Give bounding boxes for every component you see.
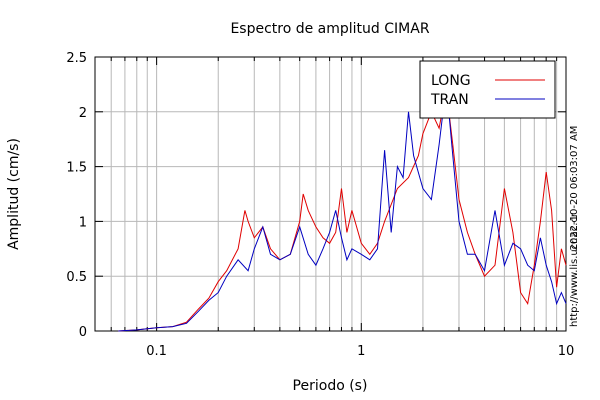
- plot-frame: [94, 56, 567, 332]
- source-url-label: http://www.lis.ucr.ac.cr: [569, 212, 580, 327]
- legend: LONG TRAN: [419, 60, 556, 119]
- y-tick-label: 2.5: [66, 51, 87, 66]
- x-tick-label: 0.1: [146, 344, 167, 359]
- ticks: 0 0.5 1 1.5 2 2.5 0.1 1 10: [66, 51, 574, 359]
- legend-box: [419, 60, 556, 119]
- legend-label-long: LONG: [431, 73, 471, 89]
- timestamp-label: 2022-10-20 06:03:07 AM: [569, 126, 580, 251]
- series-line-tran: [118, 84, 567, 332]
- series-lines: [118, 84, 567, 332]
- chart-title: Espectro de amplitud CIMAR: [230, 21, 429, 37]
- x-tick-label: 10: [558, 344, 575, 359]
- y-tick-label: 1.5: [66, 161, 87, 176]
- y-axis-label: Amplitud (cm/s): [6, 138, 22, 250]
- x-axis-label: Periodo (s): [293, 378, 368, 394]
- y-tick-label: 0: [79, 325, 87, 340]
- y-tick-label: 1: [79, 215, 87, 230]
- legend-label-tran: TRAN: [430, 92, 469, 108]
- series-line-long: [118, 89, 567, 332]
- x-tick-label: 1: [357, 344, 365, 359]
- y-tick-label: 2: [79, 106, 87, 121]
- y-tick-label: 0.5: [66, 270, 87, 285]
